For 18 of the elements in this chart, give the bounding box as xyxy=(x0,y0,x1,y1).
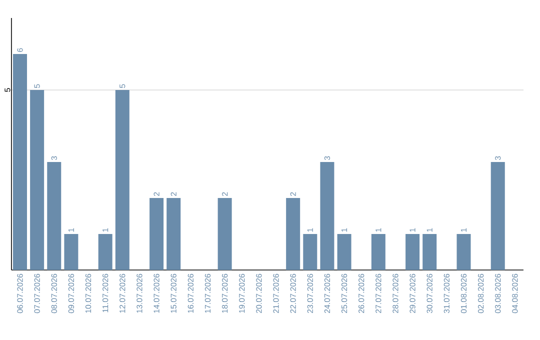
bar xyxy=(150,198,164,270)
bar xyxy=(456,234,471,270)
bar xyxy=(166,198,181,270)
bar xyxy=(422,234,437,270)
bar xyxy=(47,162,62,270)
bar xyxy=(218,198,232,270)
bar xyxy=(98,234,112,270)
bar xyxy=(30,90,44,270)
bar xyxy=(371,234,386,270)
bar xyxy=(64,234,78,270)
bar xyxy=(320,162,334,270)
bar xyxy=(490,162,505,270)
bar xyxy=(13,54,27,270)
bar xyxy=(115,90,130,270)
bar xyxy=(303,234,318,270)
bar xyxy=(286,198,300,270)
bar xyxy=(406,234,420,270)
bar xyxy=(337,234,352,270)
